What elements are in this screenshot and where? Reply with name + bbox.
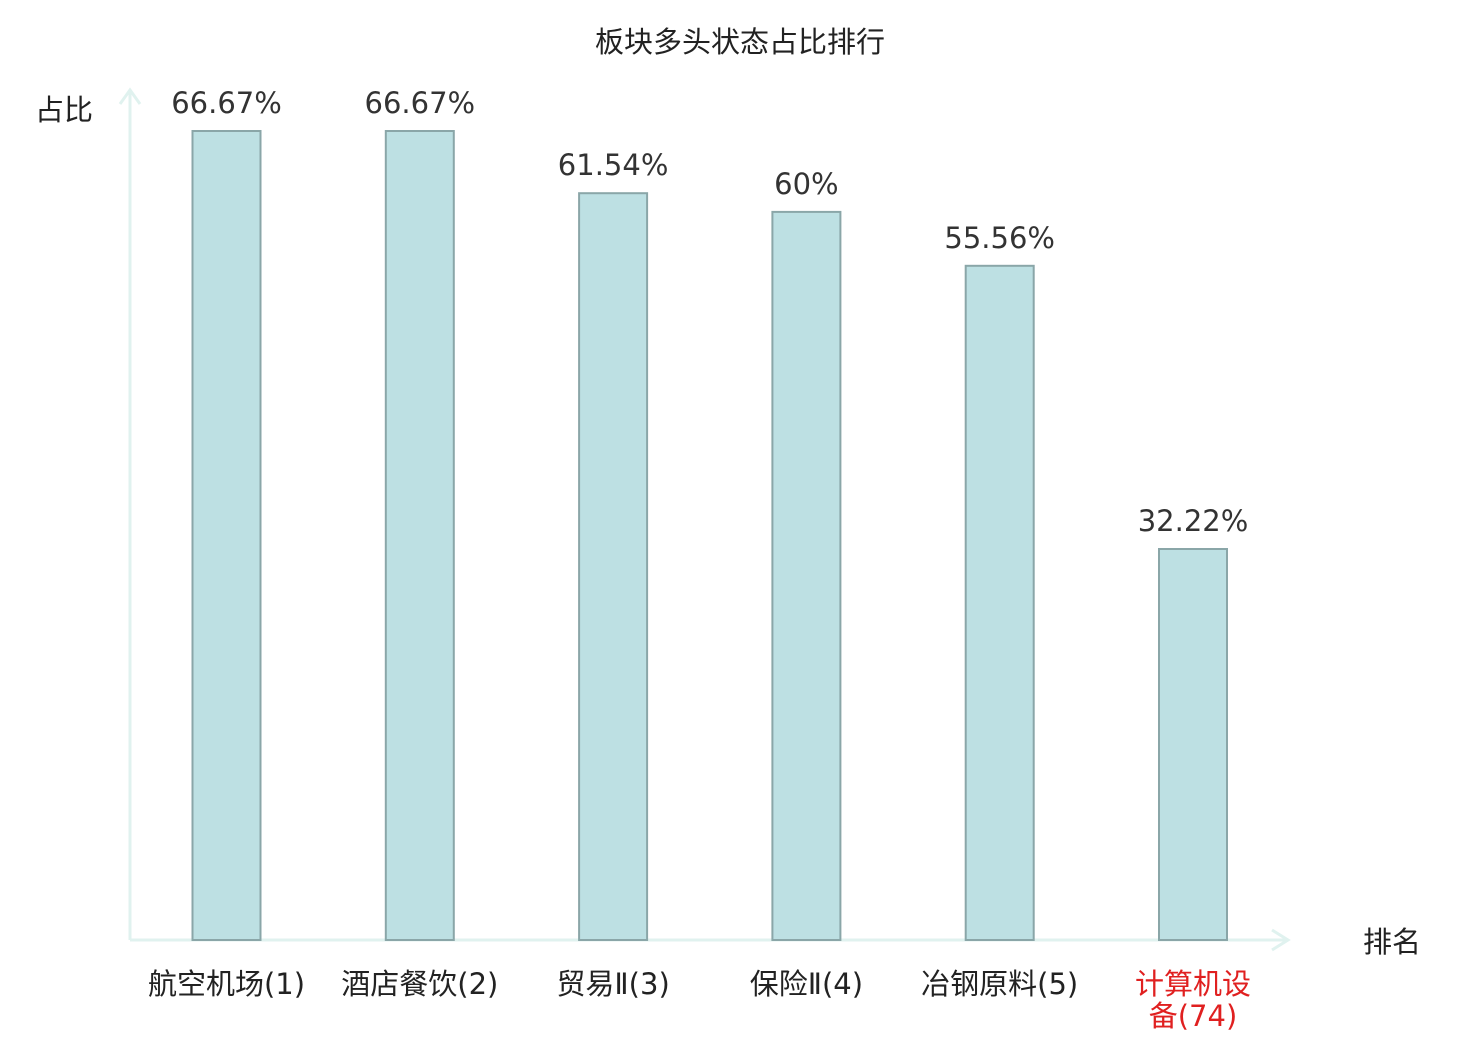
x-tick-label-5: 冶钢原料(5) [921, 967, 1078, 1001]
x-tick-label-3: 贸易Ⅱ(3) [556, 967, 669, 1001]
bar-group [191, 130, 1228, 941]
x-tick-label-1: 航空机场(1) [148, 967, 305, 1001]
y-axis-arrow-icon [118, 87, 142, 105]
data-label-group: 66.67% 66.67% 61.54% 60% 55.56% 32.22% [171, 86, 1248, 538]
x-tick-label-2: 酒店餐饮(2) [341, 967, 498, 1001]
data-label-4: 60% [774, 167, 838, 201]
x-tick-label-6: 计算机设备(74) [1135, 967, 1251, 1033]
data-label-5: 55.56% [944, 221, 1055, 255]
bar-5 [964, 264, 1035, 941]
bar-1 [191, 130, 262, 941]
chart-title: 板块多头状态占比排行 [595, 25, 885, 59]
data-label-2: 66.67% [365, 86, 476, 120]
data-label-6: 32.22% [1138, 504, 1249, 538]
bar-3 [578, 192, 649, 941]
x-tick-label-4: 保险Ⅱ(4) [750, 967, 863, 1001]
data-label-1: 66.67% [171, 86, 282, 120]
x-tick-label-group: 航空机场(1) 酒店餐饮(2) 贸易Ⅱ(3) 保险Ⅱ(4) 冶钢原料(5) 计算机设备(7… [148, 967, 1251, 1033]
x-axis-arrow-icon [1271, 928, 1291, 952]
axes [118, 87, 1291, 952]
bar-6 [1158, 548, 1228, 941]
data-label-3: 61.54% [558, 148, 669, 182]
bar-4 [771, 210, 842, 941]
x-axis-label: 排名 [1363, 925, 1421, 959]
bar-2 [384, 130, 455, 941]
y-axis-label: 占比 [35, 93, 93, 127]
